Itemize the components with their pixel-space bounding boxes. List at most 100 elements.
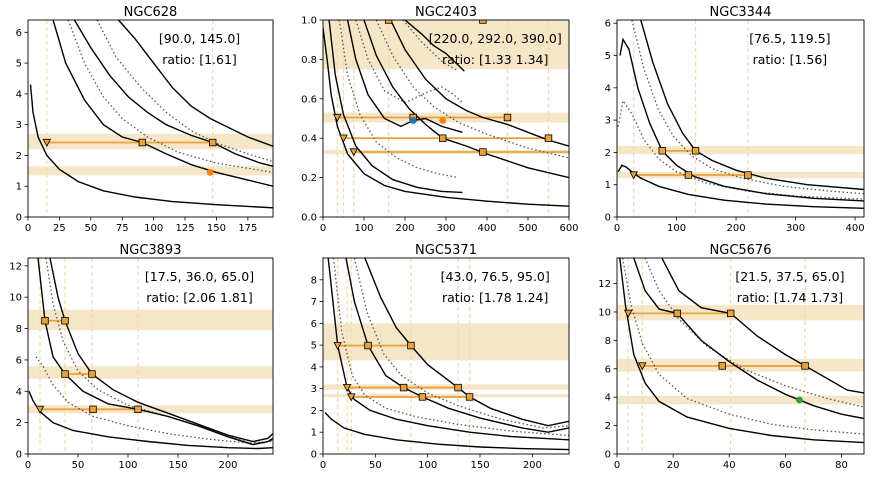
x-tick-label: 200 xyxy=(395,223,414,234)
annotation-values: [76.5, 119.5] xyxy=(749,31,830,46)
shaded-band xyxy=(28,309,273,331)
x-tick-label: 0 xyxy=(320,223,326,234)
y-tick-label: 1 xyxy=(311,428,317,439)
solid-curve xyxy=(619,258,864,444)
chart-panel-4: 0 50 100 150 200 0 2 4 6 8 10 12 NGC3893 [17.5, 36.0,… xyxy=(9,243,274,471)
square-marker xyxy=(744,171,752,179)
shaded-band xyxy=(323,394,569,398)
y-tick-label: 6 xyxy=(605,19,611,30)
y-tick-label: 3 xyxy=(605,116,611,127)
plot-area xyxy=(617,258,864,454)
dot-marker xyxy=(439,117,447,124)
axes-frame xyxy=(27,257,274,455)
y-tick-label: 6 xyxy=(16,28,22,39)
square-marker xyxy=(465,393,474,401)
plot-area xyxy=(28,20,273,217)
x-tick-label: 0 xyxy=(25,223,31,234)
y-tick-label: 0.2 xyxy=(301,173,317,184)
dotted-curve xyxy=(353,258,569,429)
y-tick-label: 10 xyxy=(598,307,611,318)
square-marker xyxy=(399,383,408,392)
solid-curve xyxy=(49,258,273,443)
y-tick-label: 2 xyxy=(605,148,611,159)
dotted-curve xyxy=(45,258,273,444)
chart-panel-5: 0 50 100 150 200 0 1 2 3 4 5 6 7 8 NGC5371 [43.0, 76.5,… xyxy=(311,243,570,471)
square-marker xyxy=(718,362,726,370)
solid-curve xyxy=(389,20,569,147)
y-tick-label: 4 xyxy=(311,362,317,373)
y-tick-label: 4 xyxy=(16,89,22,100)
x-tick-label: 100 xyxy=(667,223,686,234)
triangle-marker xyxy=(637,362,647,371)
y-tick-label: 8 xyxy=(16,324,22,335)
dotted-curve xyxy=(355,20,463,104)
y-tick-label: 0.8 xyxy=(301,55,317,66)
x-tick-label: 100 xyxy=(118,460,137,471)
y-tick-label: 0 xyxy=(605,450,611,461)
x-tick-label: 40 xyxy=(723,460,736,471)
plot-area xyxy=(28,258,273,454)
y-tick-label: 3 xyxy=(311,384,317,395)
x-tick-label: 300 xyxy=(786,223,805,234)
panel-title: NGC2403 xyxy=(415,5,477,20)
shaded-band xyxy=(617,395,864,405)
panel-title: NGC5676 xyxy=(710,243,772,258)
y-tick-label: 0 xyxy=(16,450,22,461)
y-tick-label: 12 xyxy=(598,279,611,290)
y-tick-label: 0.6 xyxy=(301,94,317,105)
y-tick-label: 1 xyxy=(16,182,22,193)
chart-panel-2: 0 100 200 300 400 500 600 0.0 0.2 0.4 0.6 0.8 1.0 NGC… xyxy=(301,5,578,234)
square-marker xyxy=(673,309,682,318)
x-tick-label: 20 xyxy=(667,460,680,471)
square-marker xyxy=(544,134,553,142)
x-tick-label: 0 xyxy=(614,460,620,471)
square-marker xyxy=(503,113,512,122)
x-tick-label: 150 xyxy=(207,223,226,234)
square-marker xyxy=(41,317,49,325)
y-tick-label: 2 xyxy=(605,421,611,432)
dotted-curve xyxy=(631,20,864,195)
y-tick-label: 5 xyxy=(605,51,611,62)
square-marker xyxy=(726,309,735,318)
annotation-values: [21.5, 37.5, 65.0] xyxy=(735,269,844,284)
square-marker xyxy=(61,317,69,325)
square-marker xyxy=(89,405,97,414)
y-tick-label: 4 xyxy=(16,387,22,398)
square-marker xyxy=(479,148,487,156)
dot-marker xyxy=(409,117,417,124)
square-marker xyxy=(138,138,147,147)
dotted-curve xyxy=(375,20,569,159)
y-tick-label: 10 xyxy=(9,293,22,304)
x-tick-label: 200 xyxy=(726,223,745,234)
dotted-curve xyxy=(96,20,273,163)
solid-curve xyxy=(324,412,569,451)
y-tick-label: 0 xyxy=(16,213,22,224)
x-tick-label: 0 xyxy=(25,460,31,471)
x-tick-label: 200 xyxy=(523,460,542,471)
y-tick-label: 0.0 xyxy=(301,213,317,224)
shaded-band xyxy=(617,145,864,155)
x-tick-label: 60 xyxy=(779,460,792,471)
solid-curve xyxy=(404,20,465,72)
y-tick-label: 6 xyxy=(311,319,317,330)
x-tick-label: 100 xyxy=(354,223,373,234)
x-tick-label: 25 xyxy=(53,223,66,234)
x-tick-label: 150 xyxy=(470,460,489,471)
annotation-ratio: ratio: [1.33 1.34] xyxy=(442,52,548,67)
triangle-marker xyxy=(342,383,352,393)
triangle-marker xyxy=(42,138,52,147)
square-marker xyxy=(407,341,415,350)
y-tick-label: 8 xyxy=(605,336,611,347)
solid-curve xyxy=(323,27,569,207)
square-marker xyxy=(364,341,372,350)
y-tick-label: 6 xyxy=(605,364,611,375)
annotation-values: [43.0, 76.5, 95.0] xyxy=(441,269,550,284)
shaded-band xyxy=(323,20,569,70)
y-tick-label: 4 xyxy=(605,393,611,404)
axes-frame xyxy=(616,257,865,455)
triangle-marker xyxy=(333,113,342,122)
shaded-band xyxy=(28,166,273,176)
x-tick-label: 80 xyxy=(835,460,848,471)
x-tick-label: 400 xyxy=(477,223,496,234)
